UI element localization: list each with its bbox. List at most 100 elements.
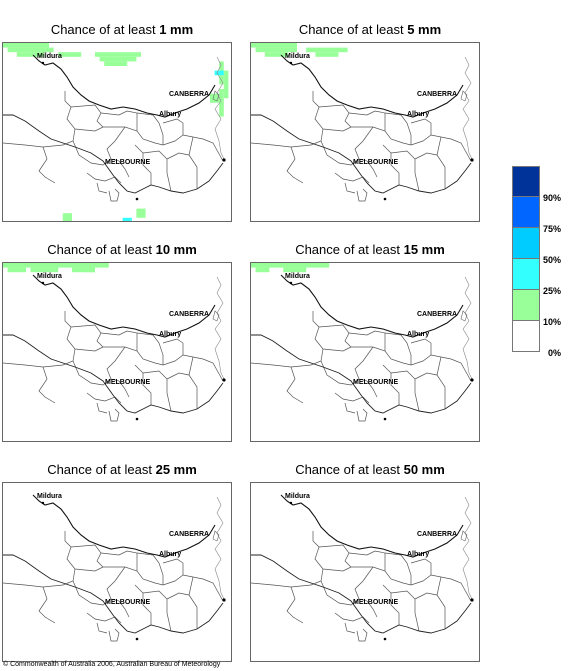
- coastline: [3, 114, 224, 194]
- place-label-melbourne: MELBOURNE: [353, 379, 399, 386]
- map-canvas: [3, 43, 229, 221]
- district-boundaries: [251, 91, 472, 202]
- murray-river: [32, 494, 216, 558]
- panel-title-amount: 10 mm: [155, 242, 197, 257]
- coastline: [3, 554, 224, 634]
- legend-label: 90%: [543, 193, 562, 203]
- victoria-map: Mildura CANBERRA Albury MELBOURNE: [2, 262, 232, 442]
- probability-cell: [255, 267, 270, 273]
- legend-swatch: [512, 259, 540, 290]
- victoria-map: Mildura CANBERRA Albury MELBOURNE: [250, 262, 480, 442]
- copyright-notice: © Commonwealth of Australia 2006, Austra…: [3, 661, 221, 668]
- probability-cell: [104, 61, 128, 66]
- panel-title: Chance of at least 50 mm: [250, 462, 490, 478]
- place-label-albury: Albury: [407, 331, 430, 338]
- panel-title: Chance of at least 1 mm: [2, 22, 242, 38]
- place-label-melbourne: MELBOURNE: [353, 599, 399, 606]
- place-label-mildura: Mildura: [37, 53, 62, 60]
- panel-title-amount: 25 mm: [155, 462, 197, 477]
- probability-cell: [95, 52, 141, 57]
- place-label-mildura: Mildura: [37, 493, 62, 500]
- coastline: [3, 334, 224, 414]
- panel-title-prefix: Chance of at least: [295, 462, 404, 477]
- probability-cell: [255, 47, 297, 53]
- map-canvas: [251, 263, 474, 422]
- coastline: [251, 554, 472, 634]
- legend-label: 25%: [543, 286, 562, 296]
- probability-cell: [223, 70, 229, 99]
- probability-cell: [264, 52, 288, 57]
- panel-title-prefix: Chance of at least: [50, 22, 160, 37]
- legend-label: 50%: [543, 255, 562, 265]
- place-label-canberra: CANBERRA: [417, 311, 458, 318]
- place-label-albury: Albury: [159, 551, 182, 558]
- victoria-map: Mildura CANBERRA Albury MELBOURNE: [2, 482, 232, 662]
- probability-cell: [85, 267, 95, 273]
- legend-swatch: [512, 321, 540, 352]
- panel-title-amount: 50 mm: [403, 462, 445, 477]
- map-canvas: [251, 43, 474, 202]
- place-label-albury: Albury: [407, 111, 430, 118]
- victoria-map: Mildura CANBERRA Albury MELBOURNE: [250, 42, 480, 222]
- victoria-map: Mildura CANBERRA Albury MELBOURNE: [250, 482, 480, 662]
- probability-cell: [122, 217, 132, 221]
- probability-cell: [7, 47, 54, 53]
- probability-cell: [62, 213, 72, 221]
- map-canvas: [3, 494, 226, 642]
- probability-cell: [214, 70, 224, 76]
- probability-legend: [512, 166, 540, 352]
- map-canvas: [251, 494, 474, 642]
- coastline: [251, 114, 472, 194]
- legend-swatch: [512, 166, 540, 197]
- place-label-mildura: Mildura: [285, 53, 310, 60]
- place-label-melbourne: MELBOURNE: [353, 159, 399, 166]
- panel-title-prefix: Chance of at least: [47, 462, 156, 477]
- place-label-melbourne: MELBOURNE: [105, 599, 151, 606]
- probability-cell: [16, 52, 45, 57]
- map-canvas: [3, 263, 226, 422]
- probability-cell: [99, 56, 137, 62]
- place-label-melbourne: MELBOURNE: [105, 159, 151, 166]
- probability-cell: [3, 263, 109, 268]
- panel-title: Chance of at least 15 mm: [250, 242, 490, 258]
- probability-cell: [315, 52, 339, 57]
- panel-title-prefix: Chance of at least: [47, 242, 156, 257]
- panel-title-prefix: Chance of at least: [298, 22, 408, 37]
- probability-cell: [210, 93, 220, 103]
- murray-river: [280, 494, 464, 558]
- place-label-canberra: CANBERRA: [169, 91, 210, 98]
- legend-swatch: [512, 197, 540, 228]
- probability-cell: [58, 52, 82, 57]
- place-label-canberra: CANBERRA: [169, 531, 210, 538]
- coastline: [251, 334, 472, 414]
- probability-cell: [251, 263, 330, 268]
- district-boundaries: [3, 531, 224, 642]
- place-label-mildura: Mildura: [285, 493, 310, 500]
- probability-cell: [251, 43, 297, 48]
- place-label-canberra: CANBERRA: [417, 91, 458, 98]
- murray-river: [32, 274, 216, 338]
- panel-title: Chance of at least 10 mm: [2, 242, 242, 258]
- legend-label: 10%: [543, 317, 562, 327]
- district-boundaries: [251, 531, 472, 642]
- probability-cell: [3, 43, 49, 48]
- probability-cell: [283, 267, 307, 273]
- place-label-albury: Albury: [159, 111, 182, 118]
- murray-river: [280, 274, 464, 338]
- place-label-canberra: CANBERRA: [417, 531, 458, 538]
- victoria-map: Mildura CANBERRA Albury MELBOURNE: [2, 42, 232, 222]
- legend-label: 75%: [543, 224, 562, 234]
- probability-cell: [136, 208, 146, 218]
- probability-cell: [306, 47, 348, 53]
- district-boundaries: [3, 311, 224, 422]
- panel-title: Chance of at least 25 mm: [2, 462, 242, 478]
- place-label-melbourne: MELBOURNE: [105, 379, 151, 386]
- probability-cell: [72, 267, 95, 273]
- probability-cell: [30, 267, 59, 273]
- probability-cell: [7, 267, 26, 273]
- panel-title-amount: 15 mm: [403, 242, 445, 257]
- panel-title-prefix: Chance of at least: [295, 242, 404, 257]
- place-label-albury: Albury: [159, 331, 182, 338]
- place-label-albury: Albury: [407, 551, 430, 558]
- place-label-mildura: Mildura: [285, 273, 310, 280]
